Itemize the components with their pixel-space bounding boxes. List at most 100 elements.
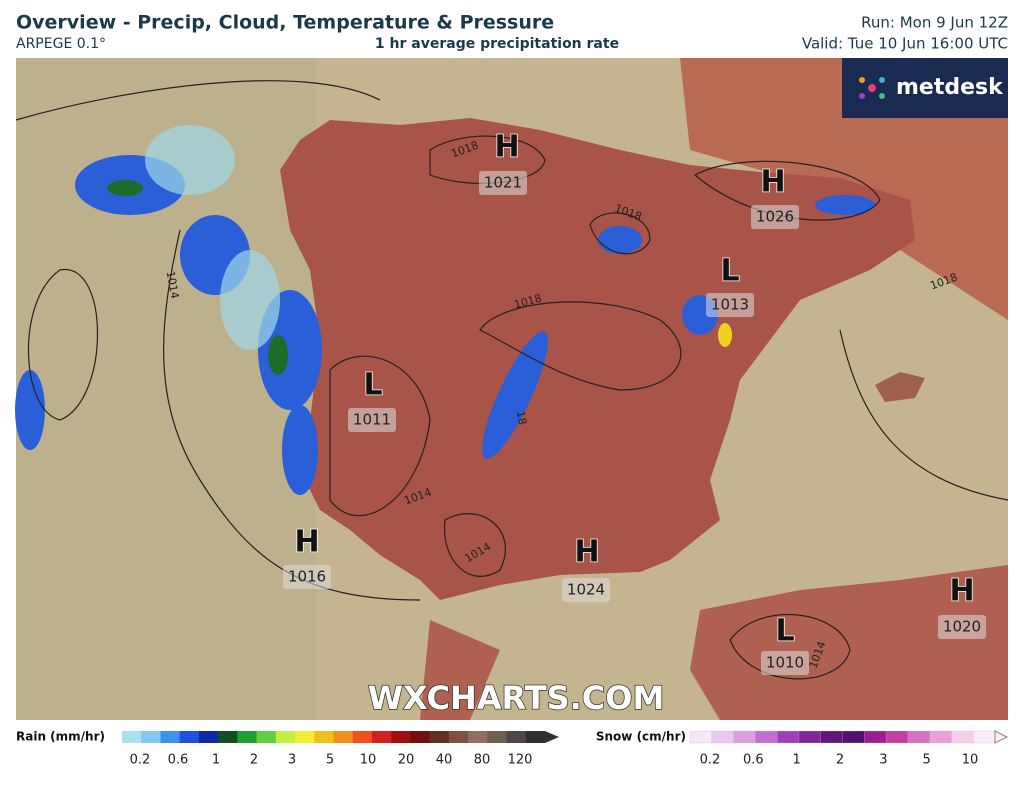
rain-swatch [275,731,296,743]
subtitle: 1 hr average precipitation rate [375,36,619,52]
rain-swatch [160,731,181,743]
rain-tick-label: 20 [398,753,415,768]
rain-legend-label: Rain (mm/hr) [16,730,105,744]
rain-tick-label: 5 [326,753,334,768]
rain-swatch [352,731,373,743]
snow-arrow [994,730,1009,744]
pressure-value: 1011 [353,411,391,429]
pressure-center-type: H [494,130,519,165]
snow-legend-label: Snow (cm/hr) [596,730,686,744]
iberia-land [280,118,915,600]
pressure-value: 1013 [711,296,749,314]
watermark: WXCHARTS.COM [368,679,665,717]
rain-swatch [122,731,142,743]
value-box [761,651,809,675]
rain-swatch [448,731,469,743]
rain-area [482,331,548,459]
rain-swatch [179,731,200,743]
legend: 0.2 0.6 1 2 3 5 10 20 40 80 120 0.2 0.6 1 2 3 5 10 [122,730,1009,768]
snow-tick-label: 1 [793,753,801,768]
value-box [283,565,331,589]
rain-area [145,125,235,195]
pressure-center-type: H [760,165,785,200]
snow-tick-label: 10 [962,753,979,768]
rain-area [815,195,875,215]
rain-swatch [506,731,527,743]
value-box [751,205,799,229]
logo-dot [868,84,876,92]
rain-area [15,370,45,450]
pressure-value: 1021 [484,174,522,192]
rain-core [107,180,143,196]
logo-dot [859,77,865,83]
isobar [429,135,546,184]
snow-swatch [733,730,757,744]
rain-tick-label: 3 [288,753,296,768]
run-time: Run: Mon 9 Jun 12Z [861,14,1008,32]
snow-swatch [973,730,996,744]
pressure-value: 1016 [288,568,326,586]
isobar [443,513,506,577]
snow-tick-label: 5 [923,753,931,768]
rain-tick-label: 120 [508,753,533,768]
snow-tick-label: 0.2 [700,753,721,768]
snow-tick-label: 0.6 [743,753,764,768]
isobar [27,269,99,421]
isobar [329,355,431,517]
morocco-land [420,620,500,720]
rain-tick-label: 1 [212,753,220,768]
snow-swatch [929,730,953,744]
africa-land [690,565,1008,720]
pressure-value: 1020 [943,618,981,636]
rain-swatch [256,731,277,743]
rain-area [598,226,642,254]
rain-tick-label: 10 [360,753,377,768]
rain-swatch [295,731,315,743]
rain-swatch [218,731,238,743]
snow-swatch [864,730,887,744]
rain-area [220,250,280,350]
logo-dot [879,77,885,83]
value-box [348,408,396,432]
snow-swatch [820,730,844,744]
value-box [562,578,610,602]
snow-swatch [951,730,974,744]
snow-swatch [798,730,822,744]
isobar [589,212,651,255]
isobar [15,80,381,121]
pressure-center-type: H [574,535,599,570]
rain-swatch [410,731,431,743]
logo-dot [859,93,865,99]
heavy-rain [107,180,732,375]
rain-swatch [333,731,354,743]
rain-tick-label: 80 [474,753,491,768]
pressure-center-type: L [363,368,382,403]
pressure-value: 1024 [567,581,605,599]
snow-swatch [885,730,909,744]
rain-swatch [141,731,161,743]
snow-tick-label: 2 [836,753,844,768]
rain-tick-label: 0.2 [130,753,151,768]
logo: metdesk [896,75,1004,100]
logo-dot [879,93,885,99]
snow-swatch [907,730,931,744]
rain-arrow [545,731,559,743]
rain-swatch [468,731,488,743]
rain-core [718,323,732,347]
value-box [706,293,754,317]
rain-swatch [314,731,334,743]
value-box [479,171,527,195]
pressure-center-type: L [720,254,739,289]
logo-icon [859,77,885,99]
isobar-label: 18 [514,410,529,426]
snow-swatch [689,730,713,744]
light-rain [145,125,280,350]
valid-time: Valid: Tue 10 Jun 16:00 UTC [802,35,1008,53]
rain-core [268,335,288,375]
rain-swatch [391,731,411,743]
rain-swatch [371,731,392,743]
rain-tick-label: 2 [250,753,258,768]
